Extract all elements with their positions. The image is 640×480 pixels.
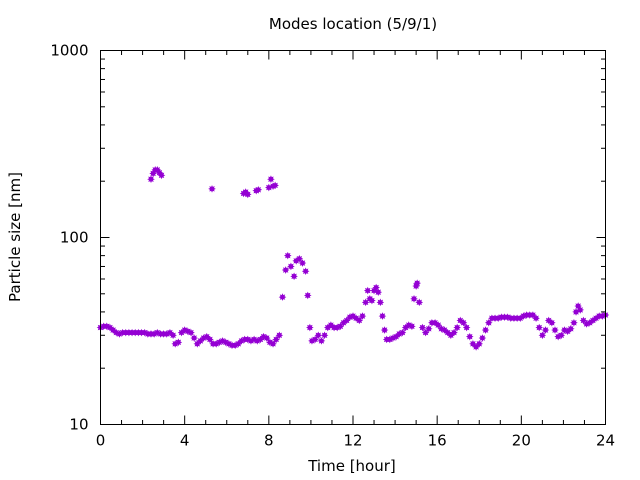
x-tick-label: 4 bbox=[180, 432, 190, 450]
x-tick-label: 12 bbox=[343, 432, 362, 450]
data-point bbox=[541, 326, 550, 334]
y-axis-label: Particle size [nm] bbox=[6, 172, 24, 302]
data-point bbox=[398, 328, 407, 337]
data-point bbox=[254, 185, 263, 194]
data-point bbox=[557, 331, 566, 340]
plot-frame bbox=[100, 50, 606, 425]
data-point bbox=[271, 181, 279, 190]
data-point bbox=[295, 254, 304, 263]
data-point bbox=[478, 334, 487, 342]
data-point bbox=[475, 340, 484, 348]
data-point bbox=[298, 259, 307, 267]
data-point bbox=[374, 288, 383, 296]
data-point bbox=[243, 190, 252, 199]
data-point bbox=[169, 331, 177, 340]
data-point bbox=[206, 335, 214, 344]
data-point bbox=[269, 340, 277, 348]
data-point bbox=[551, 326, 559, 334]
data-point bbox=[532, 314, 540, 323]
data-point bbox=[157, 171, 166, 180]
data-point bbox=[408, 322, 416, 331]
data-point bbox=[290, 272, 298, 281]
data-point bbox=[355, 316, 364, 325]
tick-marks bbox=[100, 50, 606, 425]
data-point bbox=[283, 251, 292, 260]
data-point bbox=[453, 323, 461, 332]
x-axis-label: Time [hour] bbox=[307, 457, 396, 475]
data-point bbox=[208, 185, 216, 193]
data-point bbox=[376, 298, 385, 307]
x-tick-labels: 0 4 8 12 16 20 24 bbox=[96, 432, 615, 450]
data-point bbox=[378, 312, 387, 320]
data-point bbox=[320, 331, 329, 340]
data-point bbox=[303, 291, 312, 300]
data-point bbox=[570, 318, 578, 327]
y-tick-label: 1000 bbox=[50, 42, 88, 60]
data-point bbox=[566, 324, 575, 333]
data-point bbox=[358, 312, 367, 320]
data-point bbox=[363, 286, 372, 295]
chart-title: Modes location (5/9/1) bbox=[269, 15, 437, 33]
x-tick-label: 20 bbox=[512, 432, 531, 450]
data-point bbox=[548, 318, 556, 327]
data-point bbox=[415, 298, 424, 307]
data-point bbox=[538, 331, 547, 340]
data-point bbox=[462, 323, 471, 332]
x-tick-label: 16 bbox=[428, 432, 447, 450]
x-tick-label: 8 bbox=[264, 432, 274, 450]
data-point bbox=[267, 175, 275, 183]
data-point bbox=[481, 326, 490, 334]
data-point bbox=[174, 338, 183, 347]
data-point bbox=[147, 175, 155, 183]
data-point bbox=[281, 266, 290, 274]
data-point bbox=[410, 295, 418, 303]
data-point bbox=[368, 296, 376, 305]
data-point bbox=[275, 331, 284, 340]
data-point bbox=[272, 335, 280, 344]
y-tick-labels: 10 100 1000 bbox=[50, 42, 88, 434]
data-point bbox=[450, 328, 458, 337]
data-point bbox=[311, 335, 319, 344]
data-point bbox=[459, 318, 468, 327]
data-point bbox=[418, 323, 427, 332]
y-tick-label: 10 bbox=[69, 416, 88, 434]
data-point bbox=[380, 326, 389, 334]
data-point bbox=[317, 337, 326, 345]
data-point bbox=[278, 293, 287, 301]
data-point bbox=[287, 262, 295, 271]
data-point bbox=[301, 267, 310, 276]
x-tick-label: 0 bbox=[96, 432, 106, 450]
data-point bbox=[306, 323, 314, 332]
data-point bbox=[413, 279, 421, 287]
data-point bbox=[484, 318, 493, 327]
data-point bbox=[190, 334, 198, 342]
data-point bbox=[465, 332, 474, 341]
data-point bbox=[314, 331, 323, 340]
data-point bbox=[262, 334, 271, 342]
data-point bbox=[424, 324, 433, 333]
data-points bbox=[96, 166, 610, 351]
data-point bbox=[576, 306, 585, 314]
data-point bbox=[187, 328, 195, 337]
x-tick-label: 24 bbox=[596, 432, 615, 450]
data-point bbox=[535, 323, 544, 332]
y-tick-label: 100 bbox=[60, 229, 89, 247]
